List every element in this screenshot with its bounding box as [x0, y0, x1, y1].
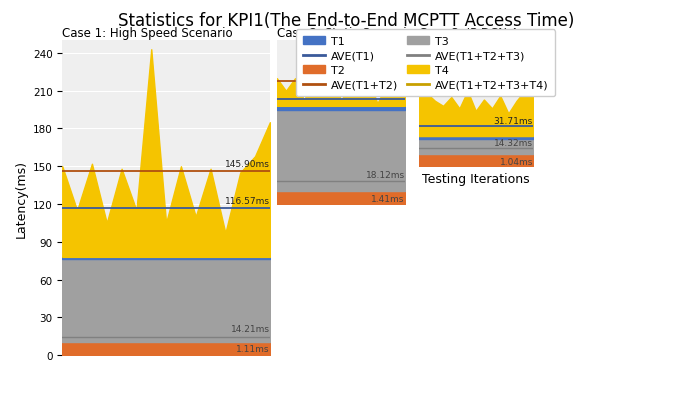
Text: Case 3: IP DCN Access: Case 3: IP DCN Access: [419, 27, 550, 40]
Text: 1.11ms: 1.11ms: [237, 344, 270, 354]
Text: Statistics for KPI1(The End-to-End MCPTT Access Time): Statistics for KPI1(The End-to-End MCPTT…: [118, 12, 574, 30]
Text: 116.57ms: 116.57ms: [225, 196, 270, 205]
X-axis label: Testing Iterations: Testing Iterations: [422, 172, 529, 185]
Text: 145.90ms: 145.90ms: [225, 159, 270, 168]
Y-axis label: Latency(ms): Latency(ms): [15, 159, 27, 237]
Text: 14.32ms: 14.32ms: [494, 138, 533, 147]
Legend: T1, AVE(T1), T2, AVE(T1+T2), T3, AVE(T1+T2+T3), T4, AVE(T1+T2+T3+T4): T1, AVE(T1), T2, AVE(T1+T2), T3, AVE(T1+…: [296, 30, 555, 97]
Text: 18.12ms: 18.12ms: [365, 171, 405, 180]
Text: 83.40ms: 83.40ms: [365, 89, 405, 98]
Text: 97.65ms: 97.65ms: [365, 71, 405, 80]
Text: 1.41ms: 1.41ms: [372, 195, 405, 204]
Text: Case 1: High Speed Scenario: Case 1: High Speed Scenario: [62, 27, 233, 40]
Text: 74.67ms: 74.67ms: [493, 63, 533, 71]
Text: 14.21ms: 14.21ms: [231, 325, 270, 334]
Text: 1.04ms: 1.04ms: [500, 157, 533, 166]
Text: 31.71ms: 31.71ms: [493, 116, 533, 126]
Text: Case 2: Static Scenario: Case 2: Static Scenario: [277, 27, 414, 40]
